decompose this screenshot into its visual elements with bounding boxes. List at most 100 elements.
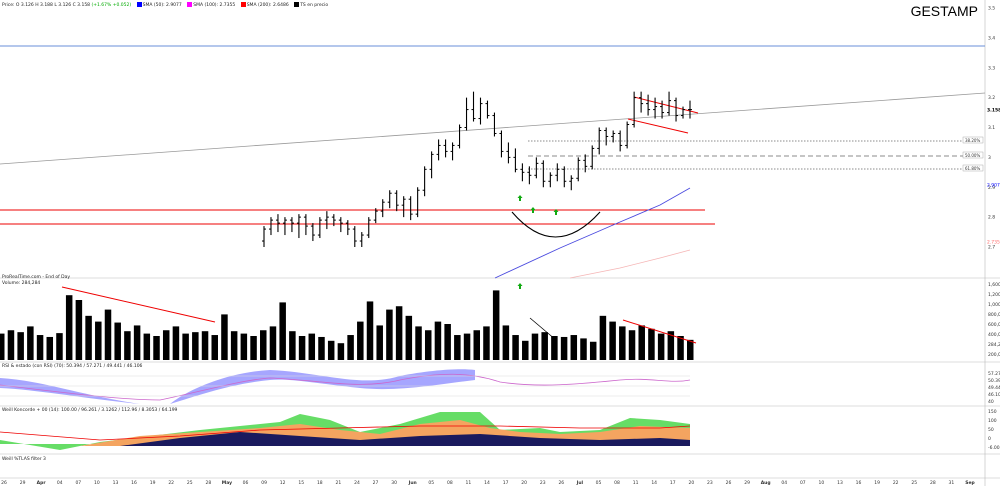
fib-tag-box (962, 151, 984, 159)
volume-bar (85, 315, 92, 360)
x-tick-label: 17 (670, 480, 676, 486)
volume-bar (357, 321, 364, 360)
x-tick-label: 10 (819, 480, 825, 486)
price-tick-label: 3.3 (988, 65, 995, 71)
x-tick-label: 10 (94, 480, 100, 486)
volume-bar (221, 314, 228, 360)
rsi-tick-label: 50.394 (988, 378, 1000, 384)
volume-bar (648, 328, 655, 360)
buy-signal-arrow (553, 209, 559, 215)
x-tick-label: 07 (75, 480, 81, 486)
volume-bar (230, 331, 238, 360)
volume-bar (182, 333, 189, 360)
pennant-lower (627, 118, 689, 134)
volume-bar (386, 309, 393, 360)
volume-bar (337, 343, 345, 360)
volume-bar (192, 332, 199, 360)
stoch-tick-label: 150 (988, 409, 997, 415)
volume-bar (405, 315, 413, 360)
sma200-value-label: 2.7355 (987, 239, 1000, 245)
x-tick-label: 28 (930, 480, 936, 486)
volume-bar (638, 325, 645, 360)
koncorde-signal-line (0, 425, 691, 441)
x-tick-label: 11 (466, 480, 472, 486)
x-tick-label: 05 (428, 480, 434, 486)
pennant-upper (633, 96, 699, 114)
volume-bar (17, 332, 24, 360)
volume-bar (289, 331, 296, 360)
volume-bar (46, 336, 54, 360)
volume-bar (424, 330, 432, 360)
volume-bar (483, 326, 490, 360)
stoch-tick-label: 100 (988, 418, 997, 424)
price-tick-label: 3.4 (988, 35, 995, 41)
volume-bar (619, 326, 626, 360)
volume-bar (318, 336, 325, 360)
volume-bar (250, 336, 257, 360)
volume-bar (434, 321, 442, 360)
x-tick-label: 28 (205, 480, 211, 486)
volume-tick-label: 800,000 (988, 312, 1000, 318)
volume-bar (7, 330, 15, 360)
stoch-tick-label: 50 (988, 427, 994, 433)
sma-value-label: 2.9077 (987, 182, 1000, 188)
x-tick-label: 23 (540, 480, 546, 486)
volume-bar (366, 301, 374, 360)
x-tick-label: 24 (354, 480, 360, 486)
volume-bar (473, 330, 481, 360)
x-tick-label: 17 (503, 480, 509, 486)
x-tick-label: 14 (651, 480, 657, 486)
x-tick-label: 25 (911, 480, 917, 486)
x-tick-label: 05 (596, 480, 602, 486)
volume-bar (279, 302, 286, 360)
price-tick-label: 2.9 (988, 185, 995, 191)
volume-bar (162, 330, 170, 360)
volume-bar (541, 332, 548, 360)
price-header: Price: O 3.126 H 3.188 L 3.126 C 3.158 (… (2, 2, 329, 8)
volume-bar (75, 300, 83, 360)
volume-bar (492, 290, 500, 360)
volume-bar (657, 333, 665, 360)
volume-bar (0, 333, 5, 360)
fib-level-label: 38.20% (965, 138, 980, 143)
volume-bar (153, 336, 160, 360)
volume-bar (376, 325, 383, 360)
volume-trendline-2 (622, 319, 697, 344)
fib-tag-box (962, 164, 984, 172)
volume-bar (124, 331, 131, 360)
x-tick-label: 16 (856, 480, 862, 486)
koncorde-navy-area (0, 432, 690, 446)
volume-bar (172, 326, 180, 360)
x-tick-label: 26 (726, 480, 732, 486)
price-tick-label: 2.7 (988, 245, 995, 251)
rsi-tick-label: 46.106 (988, 392, 1000, 398)
x-tick-label: 15 (298, 480, 304, 486)
volume-tick-label: 200,000 (988, 352, 1000, 358)
volume-bar (56, 333, 63, 360)
long-trendline (0, 92, 986, 165)
volume-bar (269, 326, 277, 360)
volume-bar (609, 321, 616, 360)
volume-bar (240, 333, 248, 360)
volume-bar (531, 333, 539, 360)
price-tick-label: 3 (988, 155, 991, 161)
x-tick-label: Jul (576, 480, 584, 486)
volume-bar (560, 336, 568, 360)
x-tick-label: 19 (874, 480, 880, 486)
rsi-tick-label: 57.271 (988, 371, 1000, 377)
volume-bar (133, 325, 141, 360)
sma50-line (494, 187, 691, 279)
volume-bar (570, 335, 578, 360)
volume-bar (551, 336, 558, 360)
x-tick-label: 26 (1, 480, 7, 486)
x-tick-label: 20 (521, 480, 527, 486)
volume-tick-label: 284,284 (988, 342, 1000, 348)
x-tick-label: 11 (633, 480, 639, 486)
x-tick-label: 29 (20, 480, 26, 486)
volume-bar (347, 335, 354, 360)
stoch-tick-label: 0 (988, 436, 991, 442)
volume-bar (201, 331, 209, 360)
rsi-tick-label: 40 (988, 399, 994, 405)
bottom-panel-label: Weill %TLAS filter 3 (2, 457, 46, 462)
volume-bar (211, 335, 218, 360)
